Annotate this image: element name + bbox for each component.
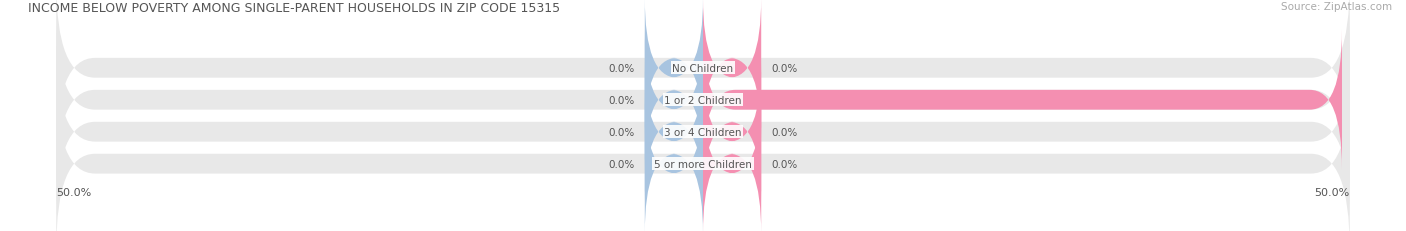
Text: 0.0%: 0.0%: [772, 159, 797, 169]
FancyBboxPatch shape: [703, 0, 761, 138]
Text: 5 or more Children: 5 or more Children: [654, 159, 752, 169]
FancyBboxPatch shape: [645, 0, 703, 138]
Text: 0.0%: 0.0%: [609, 127, 634, 137]
FancyBboxPatch shape: [56, 46, 1350, 218]
Text: 0.0%: 0.0%: [609, 95, 634, 105]
Text: 50.0%: 50.0%: [56, 187, 91, 197]
FancyBboxPatch shape: [703, 30, 1341, 170]
Text: 1 or 2 Children: 1 or 2 Children: [664, 95, 742, 105]
Text: Source: ZipAtlas.com: Source: ZipAtlas.com: [1281, 2, 1392, 12]
Text: 0.0%: 0.0%: [772, 127, 797, 137]
Text: 0.0%: 0.0%: [609, 159, 634, 169]
Text: 0.0%: 0.0%: [772, 64, 797, 73]
Text: 49.4%: 49.4%: [1353, 95, 1385, 105]
Text: 0.0%: 0.0%: [609, 64, 634, 73]
Text: 50.0%: 50.0%: [1315, 187, 1350, 197]
Text: No Children: No Children: [672, 64, 734, 73]
FancyBboxPatch shape: [56, 78, 1350, 231]
FancyBboxPatch shape: [645, 94, 703, 231]
Text: 3 or 4 Children: 3 or 4 Children: [664, 127, 742, 137]
FancyBboxPatch shape: [56, 15, 1350, 186]
FancyBboxPatch shape: [703, 62, 761, 202]
FancyBboxPatch shape: [703, 94, 761, 231]
Text: INCOME BELOW POVERTY AMONG SINGLE-PARENT HOUSEHOLDS IN ZIP CODE 15315: INCOME BELOW POVERTY AMONG SINGLE-PARENT…: [28, 2, 560, 15]
FancyBboxPatch shape: [56, 0, 1350, 154]
FancyBboxPatch shape: [645, 62, 703, 202]
FancyBboxPatch shape: [645, 30, 703, 170]
